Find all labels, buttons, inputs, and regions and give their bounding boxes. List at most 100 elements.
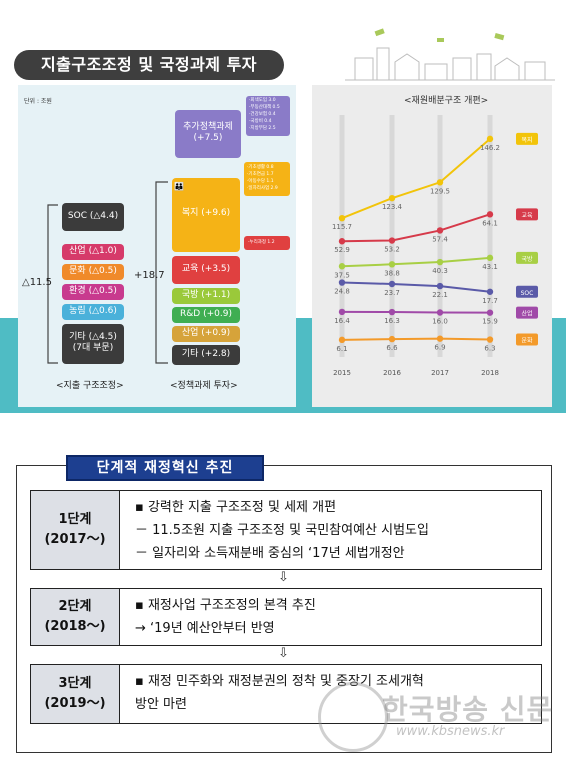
data-point [436, 258, 444, 266]
data-point [436, 282, 444, 290]
series-line [341, 337, 491, 341]
legend-tag [516, 285, 538, 298]
watermark-logo-icon [318, 682, 388, 752]
data-point [486, 288, 494, 295]
data-label: 6.3 [484, 345, 495, 353]
series-line [341, 310, 491, 314]
stage-3-name: 3단계 [58, 675, 92, 691]
additional-policy-label: 추가정책과제 [183, 122, 233, 132]
additional-tag: ·건강보험 0.4 [249, 112, 276, 117]
stage-2-line: → ‘19년 예산안부터 반영 [135, 620, 275, 636]
welfare-label: 복지 (+9.6) [181, 208, 231, 218]
invest-bracket [155, 181, 168, 364]
cut-culture-block: 문화 (△0.5) [62, 264, 124, 280]
x-tick-label: 2017 [431, 369, 449, 377]
invest-other-block: 기타 (+2.8) [172, 345, 240, 365]
cut-other-label: 기타 (△4.5) [69, 332, 117, 342]
data-point [436, 335, 444, 342]
legend-label: 국방 [521, 255, 533, 263]
data-label: 52.9 [334, 246, 350, 254]
cut-agriculture-block: 농림 (△0.6) [62, 304, 124, 320]
cut-other-block: 기타 (△4.5) (7대 부문) [62, 324, 124, 364]
data-label: 22.1 [432, 291, 448, 299]
data-label: 6.9 [434, 344, 445, 352]
data-label: 24.8 [334, 288, 350, 296]
page-title: 지출구조조정 및 국정과제 투자 [14, 50, 284, 80]
additional-tag: ·회색도입 3.0 [249, 98, 276, 103]
data-label: 64.1 [482, 219, 498, 227]
cut-bracket [47, 204, 58, 364]
data-label: 16.3 [384, 317, 400, 325]
cut-environment-block: 환경 (△0.5) [62, 284, 124, 300]
invest-total: +18.7 [134, 270, 165, 281]
stage-1-years: (2017～) [44, 532, 106, 547]
legend-label: 문화 [521, 338, 533, 345]
welfare-block: 👪 복지 (+9.6) [172, 178, 240, 252]
data-point [436, 227, 444, 234]
additional-tag: ·부동산대책 0.5 [249, 105, 280, 110]
legend-tag [516, 251, 538, 264]
additional-policy-callout: ·회색도입 3.0 ·부동산대책 0.5 ·건강보험 0.4 ·국방비 0.4 … [246, 96, 290, 136]
data-point [338, 238, 346, 245]
data-label: 37.5 [334, 271, 350, 279]
data-label: 123.4 [382, 203, 403, 211]
invest-caption: <정책과제 투자> [170, 381, 238, 391]
legend-label: 복지 [521, 136, 532, 144]
series-line [341, 281, 491, 293]
welfare-tag: ·일자리사업 2.9 [247, 186, 278, 191]
data-point [338, 336, 346, 344]
cut-other-sub: (7대 부문) [72, 342, 114, 353]
data-point [486, 135, 494, 143]
data-point [338, 263, 346, 270]
stage-3-line: 방안 마련 [135, 696, 187, 712]
education-label: 교육 (+3.5) [181, 264, 231, 274]
x-tick-label: 2018 [481, 369, 499, 377]
legend-label: SOC [521, 290, 534, 297]
legend-label: 산업 [521, 310, 532, 318]
data-point [338, 279, 346, 286]
defense-label: 국방 (+1.1) [181, 290, 231, 300]
watermark-text: 한국방송 신문 [382, 693, 554, 726]
stage-1-line: － 11.5조원 지출 구조조정 및 국민참여예산 시범도입 [135, 522, 429, 538]
stage-2-line: ▪ 재정사업 구조조정의 본격 추진 [135, 598, 316, 613]
welfare-tag: ·아동수당 1.1 [247, 179, 274, 184]
stage-2-label: 2단계 (2018～) [31, 589, 120, 645]
data-label: 115.7 [332, 223, 352, 231]
data-label: 146.2 [480, 144, 500, 152]
budget-line-chart: <재원배분구조 개편> 2015 2016 2017 2018 115.7 123.4 129… [332, 94, 538, 377]
data-label: 6.1 [336, 345, 347, 353]
cut-agriculture-label: 농림 (△0.6) [69, 306, 117, 316]
stages-title: 단계적 재정혁신 추진 [66, 455, 264, 481]
chart-title: <재원배분구조 개편> [404, 94, 488, 106]
data-point [388, 194, 396, 202]
data-label: 57.4 [432, 235, 448, 243]
legend-tag [516, 132, 538, 145]
data-label: 15.9 [482, 318, 498, 326]
series-line [341, 256, 491, 268]
stage-1-box: 1단계 (2017～) ▪ 강력한 지출 구조조정 및 세제 개편 － 11.5… [30, 490, 542, 570]
data-label: 53.2 [384, 246, 400, 254]
data-label: 40.3 [432, 267, 448, 275]
series-line [341, 138, 491, 220]
data-point [486, 336, 494, 343]
x-tick-label: 2016 [383, 369, 401, 377]
down-arrow-icon: ⇩ [278, 646, 289, 661]
stage-2-content: ▪ 재정사업 구조조정의 본격 추진 → ‘19년 예산안부터 반영 [135, 595, 535, 641]
education-callout: ·누리과정 1.2 [244, 236, 290, 250]
data-label: 6.6 [386, 344, 398, 352]
data-point [388, 261, 396, 268]
welfare-callout: ·기초생활 0.8 ·기초연금 1.7 ·아동수당 1.1 ·일자리사업 2.9 [244, 162, 290, 196]
data-point [486, 254, 494, 262]
education-block: 교육 (+3.5) [172, 256, 240, 284]
cut-industry-label: 산업 (△1.0) [69, 246, 117, 256]
cut-caption: <지출 구조조정> [56, 381, 124, 391]
legend-tag [516, 333, 538, 346]
cut-soc-block: SOC (△4.4) [62, 203, 124, 231]
stage-3-years: (2019～) [44, 696, 106, 711]
stage-1-line: － 일자리와 소득재분배 중심의 ‘17년 세법개정안 [135, 545, 405, 561]
cut-total: △11.5 [22, 277, 52, 288]
rnd-label: R&D (+0.9) [180, 309, 232, 319]
industry-invest-label: 산업 (+0.9) [181, 328, 231, 338]
data-label: 43.1 [482, 263, 498, 271]
legend-tag [516, 306, 538, 319]
